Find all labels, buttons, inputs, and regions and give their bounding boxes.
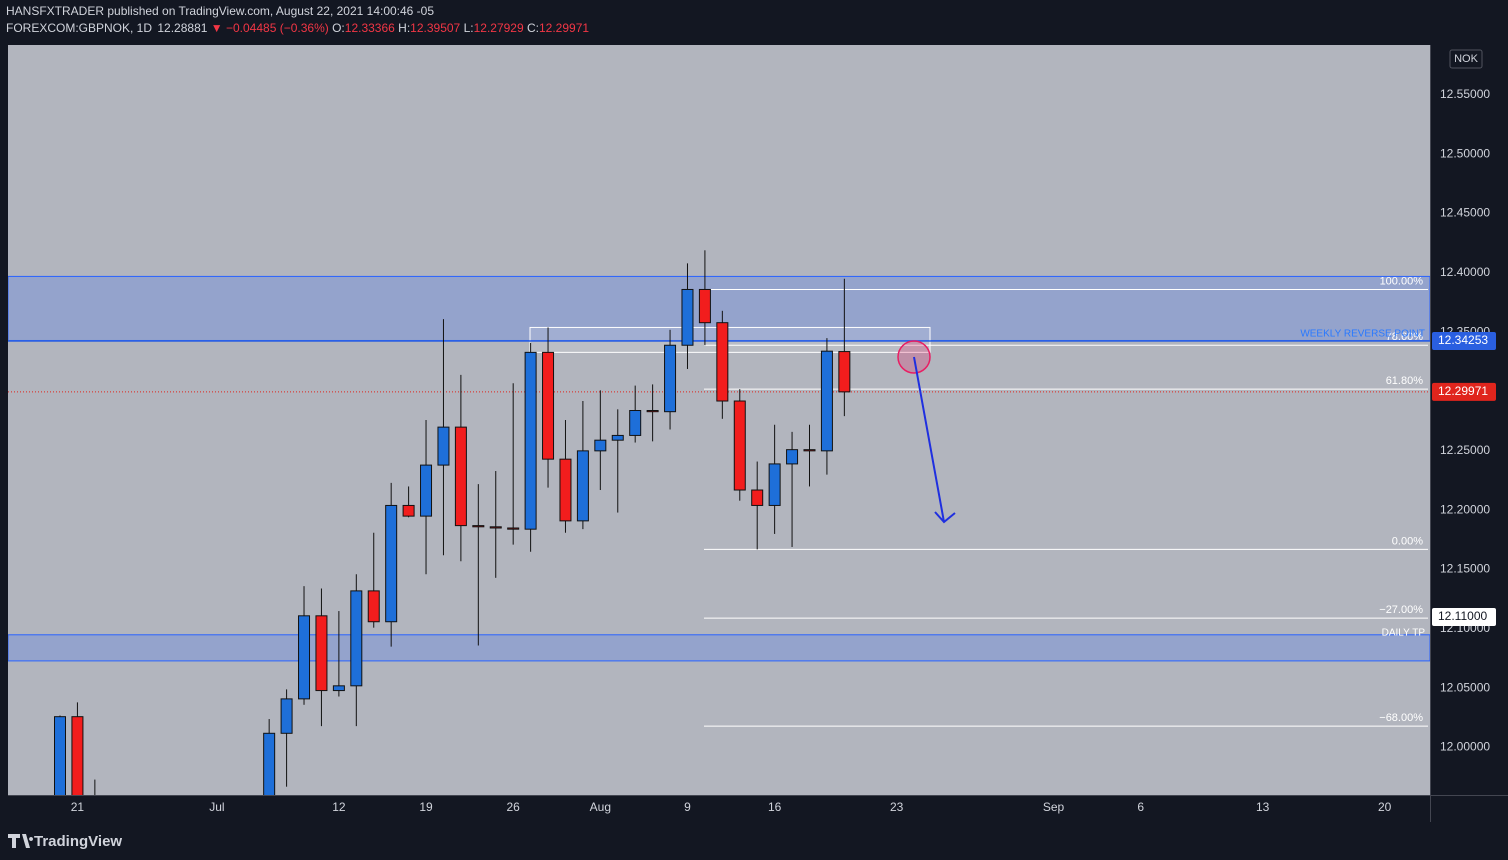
fib-label: −68.00% [1379, 712, 1423, 724]
o-label: O: [332, 21, 345, 35]
candle-body [768, 463, 781, 506]
c-label: C: [527, 21, 539, 35]
candle-body [733, 400, 746, 491]
candle-body [524, 351, 537, 530]
x-tick-label: 13 [1256, 800, 1270, 814]
candle-body [350, 590, 363, 687]
candle-body [385, 504, 398, 623]
candle-body [542, 351, 555, 460]
candle-body [54, 716, 66, 795]
candle-body [507, 527, 520, 530]
candle-body [664, 344, 677, 413]
x-tick-label: 9 [684, 800, 691, 814]
fib-label: 61.80% [1386, 375, 1424, 387]
candle-body [454, 426, 467, 527]
candle-body [646, 410, 659, 413]
candle-body [315, 615, 328, 692]
candle-body [71, 716, 84, 795]
candle-body [367, 590, 380, 623]
y-tick-label: 12.00000 [1440, 740, 1490, 754]
footer-brand: TradingView [34, 833, 122, 850]
x-tick-label: 20 [1378, 800, 1392, 814]
logo-icon [8, 834, 34, 848]
candle-body [280, 698, 293, 734]
y-tick-label: 12.45000 [1440, 206, 1490, 220]
candle-body [698, 288, 711, 324]
l-label: L: [464, 21, 474, 35]
candle-body [803, 449, 816, 452]
candle-body [611, 434, 624, 441]
candle-body [716, 322, 729, 402]
candle-body [472, 525, 485, 528]
x-tick-label: 6 [1137, 800, 1144, 814]
y-tick-label: 12.40000 [1440, 265, 1490, 279]
annotation: WEEKLY REVERSE POINT [1300, 328, 1425, 339]
fib-label: 78.60% [1386, 331, 1424, 343]
candle-body [751, 489, 764, 506]
fib-label: −27.00% [1379, 604, 1423, 616]
currency: NOK [1454, 53, 1479, 65]
y-tick-label: 12.55000 [1440, 87, 1490, 101]
candle-body [298, 615, 311, 700]
plot [8, 250, 1430, 819]
price-marker [1432, 332, 1496, 351]
symbol-legend: FOREXCOM:GBPNOK, 1D 12.28881 ▼ −0.04485 … [6, 21, 589, 35]
l-value: 12.27929 [474, 21, 524, 35]
x-tick-label: Aug [590, 800, 611, 814]
o-value: 12.33366 [345, 21, 395, 35]
y-tick-label: 12.05000 [1440, 680, 1490, 694]
plot-area [8, 45, 1430, 795]
annotation: DAILY TP [1382, 628, 1426, 639]
fib-label: 100.00% [1380, 275, 1424, 287]
candle-body [89, 807, 100, 819]
candle-body [420, 464, 433, 517]
y-tick-label: 12.20000 [1440, 502, 1490, 516]
candle-body [559, 458, 572, 522]
price-marker-label: 12.29971 [1438, 384, 1488, 398]
candle-body [681, 288, 694, 346]
x-tick-label: 21 [71, 800, 85, 814]
candle-body [576, 450, 589, 522]
price-marker-label: 12.34253 [1438, 333, 1488, 347]
last-price: 12.28881 [157, 21, 207, 35]
publish-info: HANSFXTRADER published on TradingView.co… [6, 4, 434, 18]
candle-body [402, 504, 415, 517]
change: ▼ −0.04485 (−0.36%) [211, 21, 329, 35]
price-marker [1432, 607, 1496, 626]
x-tick-label: 16 [768, 800, 782, 814]
x-tick-label: 23 [890, 800, 904, 814]
currency-badge [1449, 49, 1483, 69]
x-tick-label: 26 [507, 800, 521, 814]
price-marker [1432, 382, 1496, 401]
candle-body [786, 449, 799, 465]
candle-body [437, 426, 450, 466]
down-arrow [913, 356, 956, 524]
symbol: FOREXCOM:GBPNOK, 1D [6, 21, 152, 35]
candle-body [489, 526, 502, 529]
reverse-box [529, 326, 931, 353]
h-value: 12.39507 [410, 21, 460, 35]
candle-body [629, 410, 642, 436]
h-label: H: [398, 21, 410, 35]
candle-body [838, 351, 851, 393]
candle-body [594, 439, 607, 452]
x-tick-label: Sep [1043, 800, 1065, 814]
price-marker-label: 12.11000 [1438, 609, 1487, 623]
zone [8, 634, 1430, 662]
y-tick-label: 12.25000 [1440, 443, 1490, 457]
c-value: 12.29971 [539, 21, 589, 35]
fib-label: 0.00% [1392, 535, 1423, 547]
x-tick-label: 12 [332, 800, 346, 814]
candle-body [332, 685, 345, 692]
x-tick-label: Jul [209, 800, 224, 814]
candle-body [263, 732, 276, 795]
candle-body [820, 350, 833, 452]
y-tick-label: 12.15000 [1440, 562, 1490, 576]
x-tick-label: 19 [419, 800, 433, 814]
y-tick-label: 12.50000 [1440, 146, 1490, 160]
overlay: 100.00% 78.60% 61.80% 0.00% −27.00% −68.00% WE… [71, 87, 1496, 814]
